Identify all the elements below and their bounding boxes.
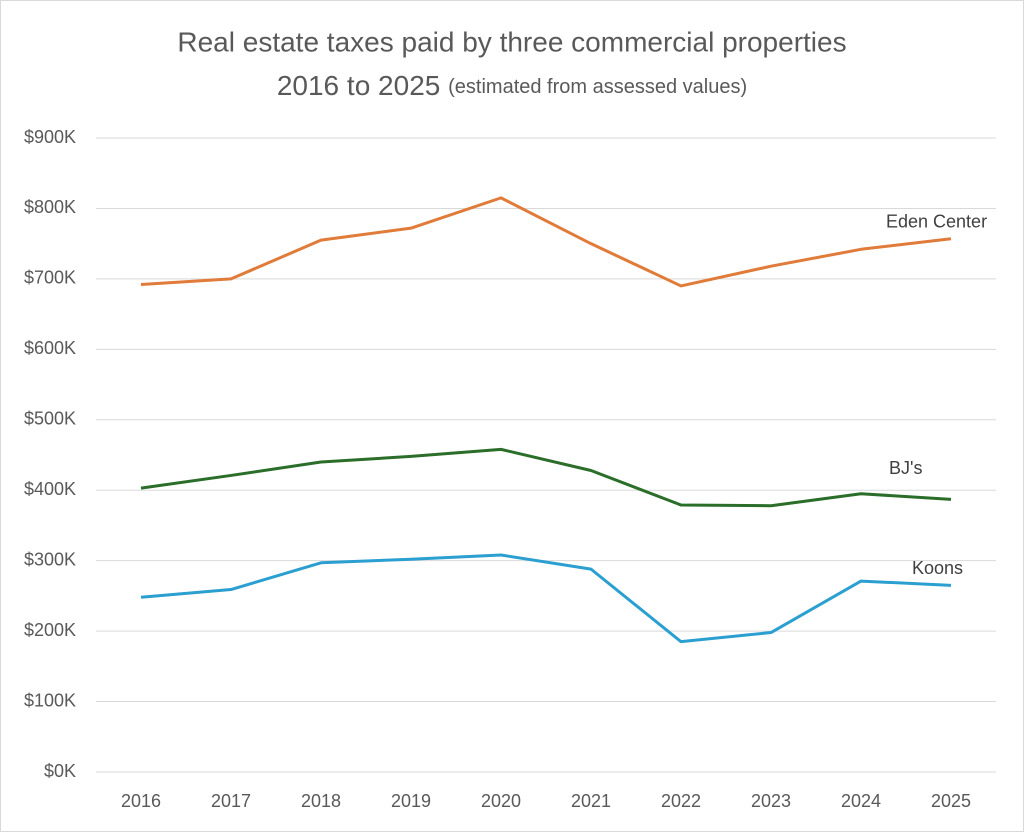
y-tick-label: $0K xyxy=(44,761,76,781)
chart-title: Real estate taxes paid by three commerci… xyxy=(177,26,846,57)
y-tick-label: $100K xyxy=(24,690,76,710)
x-tick-label: 2017 xyxy=(211,791,251,811)
x-tick-label: 2019 xyxy=(391,791,431,811)
x-tick-label: 2023 xyxy=(751,791,791,811)
subtitle: 2016 to 2025 xyxy=(277,70,441,101)
x-tick-label: 2018 xyxy=(301,791,341,811)
x-tick-label: 2020 xyxy=(481,791,521,811)
x-tick-label: 2024 xyxy=(841,791,881,811)
x-tick-label: 2021 xyxy=(571,791,611,811)
series-label: Koons xyxy=(912,558,963,578)
y-tick-label: $500K xyxy=(24,409,76,429)
subtitle-note: (estimated from assessed values) xyxy=(448,76,747,98)
series-line xyxy=(140,196,952,288)
chart-subtitle: 2016 to 2025 (estimated from assessed va… xyxy=(277,70,747,101)
series-line xyxy=(140,553,952,644)
y-tick-label: $300K xyxy=(24,549,76,569)
y-tick-label: $600K xyxy=(24,338,76,358)
series-label: Eden Center xyxy=(886,211,987,231)
x-tick-label: 2025 xyxy=(931,791,971,811)
series-label: BJ's xyxy=(889,458,922,478)
y-tick-label: $900K xyxy=(24,127,76,147)
x-tick-label: 2016 xyxy=(121,791,161,811)
y-tick-label: $200K xyxy=(24,620,76,640)
y-tick-label: $400K xyxy=(24,479,76,499)
series-line xyxy=(140,447,952,508)
y-tick-label: $700K xyxy=(24,268,76,288)
x-tick-label: 2022 xyxy=(661,791,701,811)
y-tick-label: $800K xyxy=(24,197,76,217)
